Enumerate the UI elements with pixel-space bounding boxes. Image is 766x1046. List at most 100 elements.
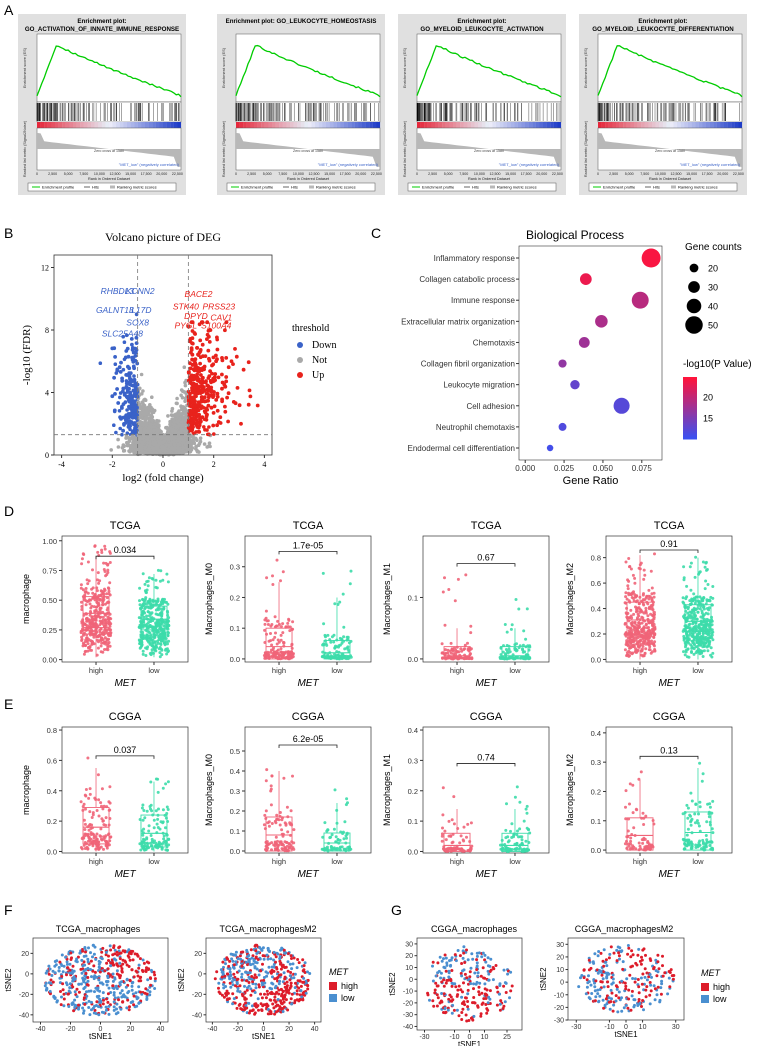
boxplot-point [89, 639, 93, 643]
volcano-point-up [200, 384, 205, 388]
boxplot-point [99, 644, 103, 648]
gsea-gradient-cell [731, 122, 735, 128]
boxplot-point [160, 619, 164, 623]
boxplot-group-label: high [89, 666, 103, 675]
volcano-frame [53, 254, 273, 456]
gsea-gradient-cell [308, 122, 312, 128]
bubble-point [579, 273, 592, 285]
gsea-x-tick: 22,500 [371, 172, 382, 176]
boxplot-point [144, 591, 148, 595]
gsea-gradient-cell [630, 122, 635, 128]
gsea-gradient-cell [315, 122, 319, 128]
gsea-gradient-cell [159, 122, 164, 128]
volcano-point-up [207, 356, 211, 361]
boxplot-point [150, 611, 154, 615]
boxplot-point [102, 633, 106, 637]
boxplot-point [274, 631, 277, 635]
volcano-point [180, 395, 185, 400]
volcano-x-tick-label: -2 [109, 460, 116, 469]
boxplot-point [85, 578, 89, 582]
gsea-gradient-cell [148, 122, 153, 128]
gsea-gradient-cell [727, 122, 732, 128]
gsea-neg-label: "MET_low" (negatively correlated) [680, 162, 741, 167]
gsea-neg-label: "MET_low" (negatively correlated) [119, 162, 180, 167]
boxplot-point [108, 581, 112, 585]
gsea-x-tick: 12,500 [490, 172, 501, 176]
volcano-point-up [229, 359, 234, 364]
volcano-point-up [206, 398, 211, 403]
boxplot-point [150, 638, 154, 642]
boxplot-point [107, 641, 111, 644]
volcano-point-up [241, 367, 246, 372]
gsea-gradient-cell [525, 122, 529, 128]
gsea-x-tick: 17,500 [702, 172, 713, 176]
bubble-size-legend-dot [688, 281, 700, 293]
volcano-point [150, 395, 154, 400]
boxplot-point [108, 551, 112, 555]
gsea-x-tick: 2,500 [428, 172, 437, 176]
gsea-metric-fill [598, 132, 742, 167]
boxplot-point [82, 652, 86, 656]
boxplot-point [98, 579, 102, 583]
boxplot-point [150, 577, 154, 580]
volcano-point [163, 446, 167, 450]
boxplot-point [98, 630, 102, 634]
volcano-point-up [220, 380, 225, 385]
volcano-point [150, 429, 155, 433]
gsea-x-tick: 7,500 [79, 172, 88, 176]
gsea-gradient-cell [659, 122, 663, 128]
boxplot-point [159, 611, 163, 615]
bubble-colorbar-cell [683, 436, 697, 440]
volcano-gene-label-up: BACE2 [185, 289, 213, 299]
volcano-point-up [200, 342, 205, 347]
volcano-legend-label: Down [312, 340, 336, 351]
boxplot-point [286, 621, 290, 625]
volcano-point-up [209, 388, 214, 393]
gsea-gradient-cell [677, 122, 681, 128]
volcano-y-tick-label: 4 [45, 389, 49, 398]
volcano-point-down [113, 392, 117, 396]
volcano-point-up [189, 346, 194, 350]
gsea-gradient-cell [485, 122, 490, 128]
gsea-legend-metric: Ranking metric scores [117, 185, 157, 190]
gsea-es-curve [597, 45, 743, 98]
volcano-point [173, 443, 177, 447]
volcano-point [121, 334, 125, 339]
gsea-gradient-cell [521, 122, 526, 128]
boxplot-point [281, 622, 285, 626]
volcano-point [175, 401, 179, 406]
volcano-point [116, 437, 120, 442]
gsea-gradient-cell [553, 122, 558, 128]
volcano-point [168, 449, 172, 453]
boxplot-point [96, 646, 100, 650]
volcano-point [165, 436, 169, 441]
boxplot-point [271, 648, 275, 652]
gsea-gradient-cell [474, 122, 479, 128]
gsea-x-tick: 2,500 [247, 172, 256, 176]
volcano-legend-label: Up [312, 370, 324, 381]
volcano-point [135, 448, 139, 453]
gsea-es-ylabel: Enrichment score (ES) [221, 47, 226, 88]
gsea-x-tick: 15,000 [125, 172, 136, 176]
volcano-point [180, 437, 184, 442]
gsea-gradient-cell [134, 122, 138, 128]
boxplot-point [324, 635, 327, 639]
gsea-gradient-cell [720, 122, 725, 128]
volcano-point [125, 431, 130, 436]
boxplot-point [88, 602, 92, 606]
gsea-gradient-cell [83, 122, 88, 128]
volcano-x-tick-label: 2 [212, 460, 216, 469]
volcano-point-up [187, 400, 192, 404]
gsea-metric-fill [236, 132, 380, 167]
gsea-gradient-cell [648, 122, 653, 128]
gsea-x-tick: 5,000 [64, 172, 73, 176]
boxplot-point [165, 572, 169, 576]
boxplot-point [349, 569, 353, 573]
boxplot-point [145, 588, 149, 592]
bubble-color-legend-title: -log10(P Value) [683, 359, 752, 370]
volcano-point-up [218, 415, 223, 420]
volcano-point [158, 448, 162, 453]
boxplot-y-tick-label: 0.50 [42, 596, 57, 605]
boxplot-ylabel: Macrophages_M0 [204, 563, 214, 635]
gsea-gradient-cell [177, 122, 182, 128]
